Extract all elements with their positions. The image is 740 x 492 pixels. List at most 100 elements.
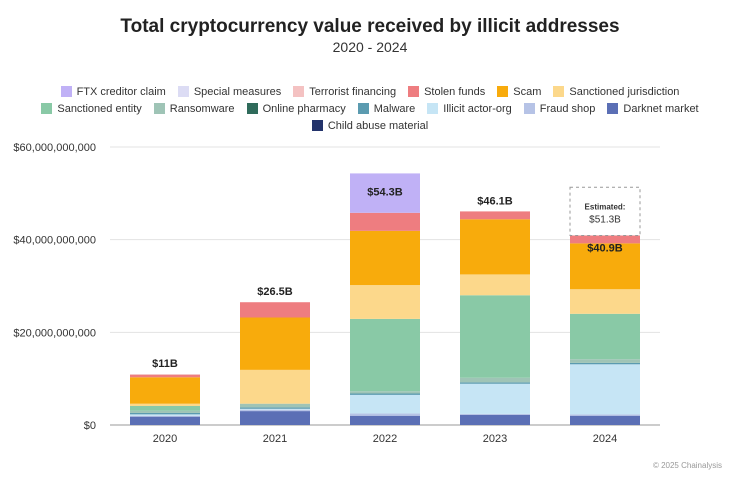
- bar-segment: [460, 219, 530, 275]
- legend-label: Illicit actor-org: [443, 102, 512, 115]
- legend-label: Special measures: [193, 85, 282, 98]
- bar-segment: [130, 410, 200, 413]
- bar-segment: [570, 414, 640, 416]
- bar-segment: [130, 415, 200, 417]
- bar-segment: [460, 414, 530, 425]
- bar-segment: [460, 377, 530, 383]
- legend-item: Child abuse material: [311, 118, 428, 133]
- legend-label: Ransomware: [169, 102, 235, 115]
- total-label: $40.9B: [587, 242, 623, 254]
- legend-label: FTX creditor claim: [76, 85, 166, 98]
- legend-swatch: [311, 120, 323, 131]
- bar-segment: [350, 230, 420, 286]
- legend-label: Sanctioned entity: [57, 102, 142, 115]
- y-tick-label: $0: [84, 420, 96, 432]
- chart-title: Total cryptocurrency value received by i…: [120, 16, 620, 37]
- legend-swatch: [408, 86, 420, 97]
- legend-item: Special measures: [177, 84, 282, 99]
- legend-label: Sanctioned jurisdiction: [569, 85, 680, 98]
- bar-segment: [350, 391, 420, 394]
- y-tick-label: $40,000,000,000: [13, 235, 96, 247]
- legend-swatch: [553, 86, 565, 97]
- chart-subtitle: 2020 - 2024: [332, 39, 408, 55]
- x-tick-label: 2020: [153, 433, 177, 445]
- legend-swatch: [246, 103, 258, 114]
- bar-segment: [130, 412, 200, 415]
- legend-swatch: [60, 86, 72, 97]
- legend-swatch: [293, 86, 305, 97]
- legend-item: Terrorist financing: [293, 84, 396, 99]
- total-label: $26.5B: [257, 286, 293, 298]
- copyright-footer: © 2025 Chainalysis: [652, 461, 722, 470]
- legend-label: Terrorist financing: [309, 85, 397, 98]
- legend-swatch: [427, 103, 439, 114]
- bar-segment: [130, 403, 200, 407]
- bar-segment: [570, 364, 640, 415]
- legend-swatch: [41, 103, 53, 114]
- legend-label: Online pharmacy: [262, 102, 346, 115]
- legend-item: Illicit actor-org: [427, 101, 512, 116]
- legend-label: Malware: [373, 102, 416, 115]
- legend-swatch: [523, 103, 535, 114]
- bar-segment: [570, 289, 640, 314]
- total-label: $11B: [152, 358, 178, 370]
- legend-row: FTX creditor claim Special measures Terror…: [20, 84, 720, 99]
- bar-segment: [240, 407, 310, 409]
- bar-segment: [130, 374, 200, 375]
- legend-item: Ransomware: [153, 101, 235, 116]
- y-tick-label: $20,000,000,000: [13, 327, 96, 339]
- bar-segment: [240, 302, 310, 318]
- bar-segment: [350, 285, 420, 319]
- bar-segment: [350, 212, 420, 231]
- estimate-value-label: $51.3B: [589, 214, 621, 225]
- legend-label: Scam: [513, 85, 542, 98]
- legend-swatch: [497, 86, 509, 97]
- legend-item: Scam: [497, 84, 541, 99]
- x-tick-label: 2023: [483, 433, 507, 445]
- chart-legend: FTX creditor claim Special measures Terror…: [20, 84, 720, 133]
- legend-item: Malware: [357, 101, 416, 116]
- bar-segment: [350, 318, 420, 392]
- legend-item: Sanctioned jurisdiction: [553, 84, 679, 99]
- bar-segment: [570, 243, 640, 290]
- legend-label: Darknet market: [623, 102, 699, 115]
- legend-item: Fraud shop: [523, 101, 596, 116]
- bar-segment: [570, 362, 640, 365]
- legend-item: Stolen funds: [408, 84, 485, 99]
- bar-segment: [460, 383, 530, 414]
- legend-swatch: [607, 103, 619, 114]
- bar-segment: [570, 359, 640, 363]
- x-tick-label: 2024: [593, 433, 617, 445]
- estimate-box: [569, 186, 641, 236]
- legend-label: Stolen funds: [424, 85, 486, 98]
- bar-segment: [240, 409, 310, 412]
- bar-segment: [240, 411, 310, 425]
- x-tick-label: 2022: [373, 433, 397, 445]
- bar-segment: [460, 274, 530, 296]
- legend-swatch: [357, 103, 369, 114]
- y-tick-label: $60,000,000,000: [13, 142, 96, 154]
- legend-item: Darknet market: [607, 101, 699, 116]
- bar-segment: [130, 406, 200, 411]
- bar-segment: [460, 295, 530, 378]
- bar-segment: [130, 374, 200, 378]
- bar-segment: [460, 382, 530, 384]
- bar-segment: [350, 394, 420, 414]
- legend-item: Sanctioned entity: [41, 101, 142, 116]
- bar-segment: [570, 313, 640, 360]
- legend-label: Fraud shop: [539, 102, 596, 115]
- bar-segment: [350, 413, 420, 416]
- bar-segment: [130, 416, 200, 425]
- bar-segment: [240, 369, 310, 404]
- estimate-label: Estimated:: [585, 202, 626, 211]
- bar-segment: [350, 415, 420, 425]
- bar-segment: [350, 173, 420, 213]
- bar-segment: [350, 393, 420, 395]
- bar-segment: [460, 413, 530, 415]
- bar-segment: [570, 235, 640, 244]
- bar-segment: [130, 414, 200, 416]
- bar-segment: [460, 211, 530, 220]
- legend-row: Sanctioned entity Ransomware Online pharma…: [20, 101, 720, 116]
